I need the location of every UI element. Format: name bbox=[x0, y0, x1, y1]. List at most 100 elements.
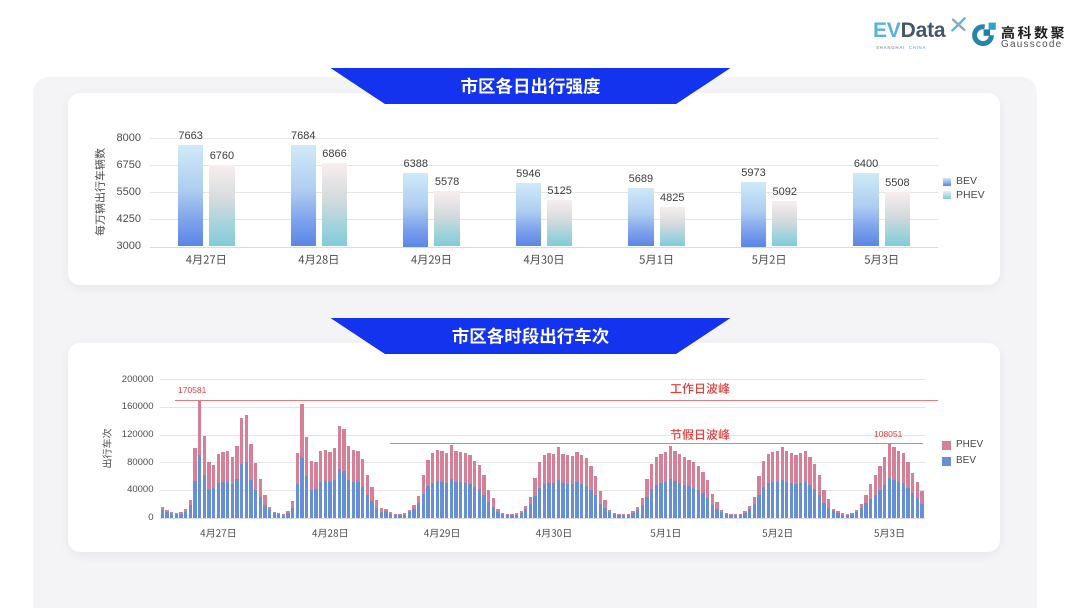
chart2-bar-phev-5月3日-h18[interactable] bbox=[915, 481, 919, 499]
chart2-bar-bev-5月1日-h19[interactable] bbox=[696, 490, 700, 518]
chart2-bar-phev-4月29日-h20[interactable] bbox=[477, 465, 481, 490]
chart2-bar-phev-4月30日-h3[interactable] bbox=[510, 514, 514, 516]
chart2-bar-bev-4月28日-h1[interactable] bbox=[277, 514, 281, 518]
chart2-bar-bev-4月27日-h22[interactable] bbox=[263, 505, 267, 518]
chart2-bar-phev-5月2日-h2[interactable] bbox=[729, 513, 733, 516]
chart2-bar-phev-4月27日-h20[interactable] bbox=[253, 463, 258, 490]
chart2-bar-phev-4月30日-h11[interactable] bbox=[547, 453, 551, 484]
chart2-bar-bev-5月1日-h17[interactable] bbox=[687, 486, 691, 518]
chart2-bar-bev-4月28日-h7[interactable] bbox=[305, 476, 309, 518]
chart2-bar-bev-5月1日-h21[interactable] bbox=[705, 497, 710, 518]
chart2-bar-bev-4月28日-h11[interactable] bbox=[323, 481, 328, 518]
chart2-bar-bev-5月1日-h23[interactable] bbox=[715, 509, 719, 518]
chart2-bar-bev-4月30日-h6[interactable] bbox=[524, 509, 528, 518]
chart2-bar-bev-5月2日-h4[interactable] bbox=[738, 514, 742, 518]
chart1-bar-phev-5月3日[interactable] bbox=[884, 192, 911, 247]
chart2-bar-phev-4月29日-h21[interactable] bbox=[482, 474, 486, 495]
chart2-bar-phev-5月3日-h3[interactable] bbox=[845, 513, 850, 516]
chart2-bar-bev-5月1日-h22[interactable] bbox=[710, 504, 714, 518]
chart2-bar-bev-5月2日-h0[interactable] bbox=[719, 512, 724, 518]
chart2-bar-bev-5月2日-h19[interactable] bbox=[808, 484, 812, 518]
chart2-bar-phev-4月29日-h23[interactable] bbox=[491, 498, 495, 508]
chart2-bar-bev-5月2日-h15[interactable] bbox=[789, 483, 794, 518]
chart2-bar-bev-5月2日-h12[interactable] bbox=[775, 481, 780, 518]
chart2-bar-bev-4月29日-h20[interactable] bbox=[477, 489, 481, 518]
chart2-bar-bev-4月27日-h2[interactable] bbox=[169, 513, 174, 518]
chart2-bar-phev-4月27日-h7[interactable] bbox=[193, 447, 197, 482]
chart2-bar-phev-4月29日-h19[interactable] bbox=[472, 460, 477, 488]
chart2-bar-bev-4月30日-h21[interactable] bbox=[594, 495, 598, 518]
chart2-bar-phev-4月30日-h20[interactable] bbox=[589, 465, 593, 490]
chart2-bar-phev-4月27日-h14[interactable] bbox=[225, 451, 230, 482]
chart2-bar-bev-4月29日-h19[interactable] bbox=[472, 487, 477, 518]
chart1-bar-bev-5月1日[interactable] bbox=[628, 188, 654, 247]
chart2-bar-bev-5月2日-h16[interactable] bbox=[794, 484, 798, 518]
chart1-legend-swatch-PHEV[interactable] bbox=[943, 191, 951, 199]
chart2-bar-phev-5月1日-h20[interactable] bbox=[701, 472, 705, 494]
chart1-bar-bev-5月2日[interactable] bbox=[740, 182, 767, 247]
chart1-bar-bev-4月30日[interactable] bbox=[515, 182, 541, 247]
chart1-bar-phev-5月2日[interactable] bbox=[772, 201, 798, 247]
chart2-bar-phev-4月29日-h7[interactable] bbox=[416, 495, 421, 504]
chart2-bar-bev-5月3日-h5[interactable] bbox=[855, 512, 859, 518]
chart2-bar-bev-5月3日-h17[interactable] bbox=[910, 493, 915, 518]
chart2-bar-bev-4月27日-h16[interactable] bbox=[235, 478, 239, 518]
chart2-bar-bev-4月28日-h2[interactable] bbox=[281, 515, 286, 518]
chart2-bar-bev-4月30日-h5[interactable] bbox=[519, 512, 523, 518]
chart2-bar-bev-5月3日-h7[interactable] bbox=[864, 502, 868, 518]
chart2-bar-bev-5月3日-h18[interactable] bbox=[915, 498, 919, 518]
chart2-bar-phev-4月28日-h3[interactable] bbox=[286, 510, 290, 513]
chart2-bar-bev-4月27日-h21[interactable] bbox=[258, 496, 262, 518]
chart2-bar-phev-4月29日-h4[interactable] bbox=[403, 513, 407, 515]
chart2-bar-phev-4月30日-h12[interactable] bbox=[552, 454, 556, 484]
chart2-bar-phev-4月27日-h5[interactable] bbox=[183, 509, 188, 512]
chart2-bar-bev-4月27日-h18[interactable] bbox=[244, 462, 248, 518]
chart2-bar-phev-4月29日-h15[interactable] bbox=[454, 451, 458, 483]
chart2-bar-bev-4月27日-h5[interactable] bbox=[183, 511, 188, 518]
chart2-bar-bev-5月3日-h8[interactable] bbox=[869, 499, 873, 518]
chart2-bar-phev-5月3日-h1[interactable] bbox=[836, 511, 840, 514]
chart2-bar-phev-4月27日-h16[interactable] bbox=[235, 446, 239, 479]
chart2-bar-phev-4月30日-h1[interactable] bbox=[500, 512, 505, 515]
chart2-bar-bev-5月3日-h1[interactable] bbox=[836, 513, 840, 518]
chart2-bar-phev-4月27日-h1[interactable] bbox=[165, 509, 169, 513]
chart2-bar-bev-4月28日-h23[interactable] bbox=[379, 512, 384, 518]
chart2-bar-phev-5月2日-h1[interactable] bbox=[724, 512, 728, 515]
chart2-bar-phev-5月3日-h15[interactable] bbox=[901, 453, 905, 484]
chart2-bar-bev-4月30日-h23[interactable] bbox=[603, 508, 607, 518]
chart2-bar-phev-5月2日-h14[interactable] bbox=[785, 451, 789, 483]
chart2-bar-phev-5月3日-h11[interactable] bbox=[883, 456, 887, 486]
chart2-bar-phev-4月30日-h10[interactable] bbox=[542, 455, 547, 485]
chart2-bar-phev-5月2日-h17[interactable] bbox=[799, 452, 803, 483]
chart2-bar-bev-4月28日-h0[interactable] bbox=[272, 513, 276, 518]
chart2-bar-phev-4月30日-h7[interactable] bbox=[528, 496, 533, 505]
chart2-bar-bev-5月3日-h19[interactable] bbox=[920, 503, 924, 518]
chart2-bar-phev-4月30日-h2[interactable] bbox=[505, 513, 509, 515]
chart2-bar-bev-4月28日-h22[interactable] bbox=[375, 508, 379, 518]
chart2-bar-bev-5月3日-h9[interactable] bbox=[873, 494, 878, 518]
chart2-bar-bev-5月2日-h14[interactable] bbox=[785, 482, 789, 518]
chart2-bar-phev-4月29日-h1[interactable] bbox=[389, 512, 393, 514]
chart2-bar-bev-5月2日-h3[interactable] bbox=[733, 515, 738, 518]
chart2-bar-phev-5月2日-h11[interactable] bbox=[771, 451, 775, 483]
chart2-bar-bev-4月29日-h22[interactable] bbox=[486, 502, 491, 518]
chart2-bar-bev-5月1日-h0[interactable] bbox=[608, 512, 612, 518]
chart2-bar-bev-4月29日-h11[interactable] bbox=[435, 481, 439, 518]
chart2-bar-bev-4月29日-h4[interactable] bbox=[403, 514, 407, 518]
chart2-bar-phev-4月29日-h22[interactable] bbox=[486, 490, 491, 503]
chart2-bar-phev-4月28日-h17[interactable] bbox=[351, 449, 356, 482]
chart2-bar-phev-5月2日-h7[interactable] bbox=[752, 496, 756, 505]
chart2-bar-phev-4月28日-h15[interactable] bbox=[342, 429, 346, 471]
chart2-bar-bev-4月27日-h12[interactable] bbox=[216, 483, 220, 518]
chart2-bar-bev-5月3日-h2[interactable] bbox=[841, 514, 845, 518]
chart2-bar-bev-4月28日-h19[interactable] bbox=[361, 486, 365, 518]
chart2-bar-phev-4月28日-h1[interactable] bbox=[277, 512, 281, 515]
chart2-bar-phev-5月3日-h6[interactable] bbox=[859, 503, 864, 509]
chart2-bar-bev-4月28日-h20[interactable] bbox=[365, 494, 370, 518]
chart2-bar-phev-5月1日-h15[interactable] bbox=[677, 454, 682, 484]
chart2-bar-phev-4月28日-h16[interactable] bbox=[347, 445, 351, 480]
chart2-bar-bev-5月3日-h15[interactable] bbox=[901, 483, 905, 518]
chart2-bar-phev-4月29日-h6[interactable] bbox=[412, 505, 416, 509]
chart2-bar-phev-4月28日-h21[interactable] bbox=[370, 487, 374, 502]
chart2-bar-bev-4月30日-h10[interactable] bbox=[542, 484, 547, 518]
